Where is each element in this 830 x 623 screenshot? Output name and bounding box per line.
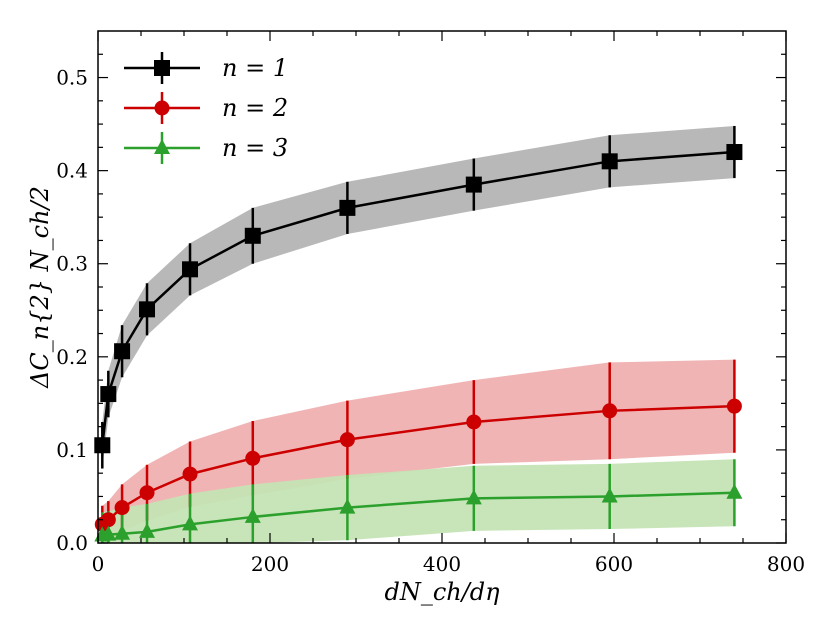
point-series-2 <box>602 403 618 419</box>
point-series-3 <box>726 483 743 499</box>
point-series-1 <box>244 227 261 244</box>
line-series-1 <box>101 150 735 446</box>
legend-marker <box>154 139 170 154</box>
point-series-1 <box>339 199 356 216</box>
legend-marker <box>154 60 170 76</box>
y-tick-label: 0.3 <box>56 252 88 276</box>
legend-label: n = 3 <box>222 134 288 162</box>
legend-marker <box>154 100 170 116</box>
band-series-2 <box>102 359 735 543</box>
point-series-1 <box>114 343 131 360</box>
point-series-1 <box>94 437 111 454</box>
point-series-1 <box>726 144 743 161</box>
point-series-3 <box>100 525 117 541</box>
y-tick-label: 0.1 <box>56 438 88 462</box>
point-series-3 <box>601 487 618 503</box>
x-axis-label: dN_ch/dη <box>384 578 500 606</box>
point-series-1 <box>139 301 156 318</box>
point-series-2 <box>100 512 116 528</box>
point-series-1 <box>182 261 199 278</box>
point-series-2 <box>245 450 261 466</box>
point-series-2 <box>466 414 482 430</box>
legend-label: n = 2 <box>222 94 288 122</box>
legend-label: n = 1 <box>222 54 288 82</box>
y-tick-label: 0.4 <box>56 159 88 183</box>
y-tick-label: 0.0 <box>56 531 88 555</box>
line-series-3 <box>102 491 735 537</box>
data-markers <box>94 144 743 542</box>
tick-labels: 0 200 400 600 800 0.0 0.1 0.2 0.3 0.4 0.5 <box>56 66 805 576</box>
plot-frame <box>97 30 787 544</box>
point-series-1 <box>601 153 618 170</box>
point-series-2 <box>182 466 198 482</box>
point-series-2 <box>139 485 155 501</box>
line-series-2 <box>101 404 735 526</box>
point-series-2 <box>114 500 130 516</box>
x-tick-label: 0 <box>92 552 105 576</box>
point-series-3 <box>182 515 199 531</box>
point-series-3 <box>114 524 131 540</box>
point-series-3 <box>339 498 356 514</box>
axis-ticks <box>97 31 787 544</box>
x-tick-label: 200 <box>251 552 289 576</box>
point-series-1 <box>465 176 482 193</box>
point-series-2 <box>726 398 742 414</box>
y-tick-label: 0.5 <box>56 66 88 90</box>
y-tick-label: 0.2 <box>56 345 88 369</box>
legend: n = 1 n = 2 n = 3 <box>124 52 288 164</box>
x-tick-label: 600 <box>595 552 633 576</box>
point-series-2 <box>339 432 355 448</box>
x-tick-label: 800 <box>767 552 805 576</box>
point-series-3 <box>465 489 482 505</box>
point-series-1 <box>100 386 117 403</box>
y-axis-label: ΔC_n{2} N_ch/2 <box>26 186 54 389</box>
band-series-1 <box>102 125 735 469</box>
series-lines <box>101 150 735 537</box>
error-bands <box>102 125 735 543</box>
x-tick-label: 400 <box>423 552 461 576</box>
point-series-3 <box>244 507 261 523</box>
point-series-3 <box>139 522 156 538</box>
